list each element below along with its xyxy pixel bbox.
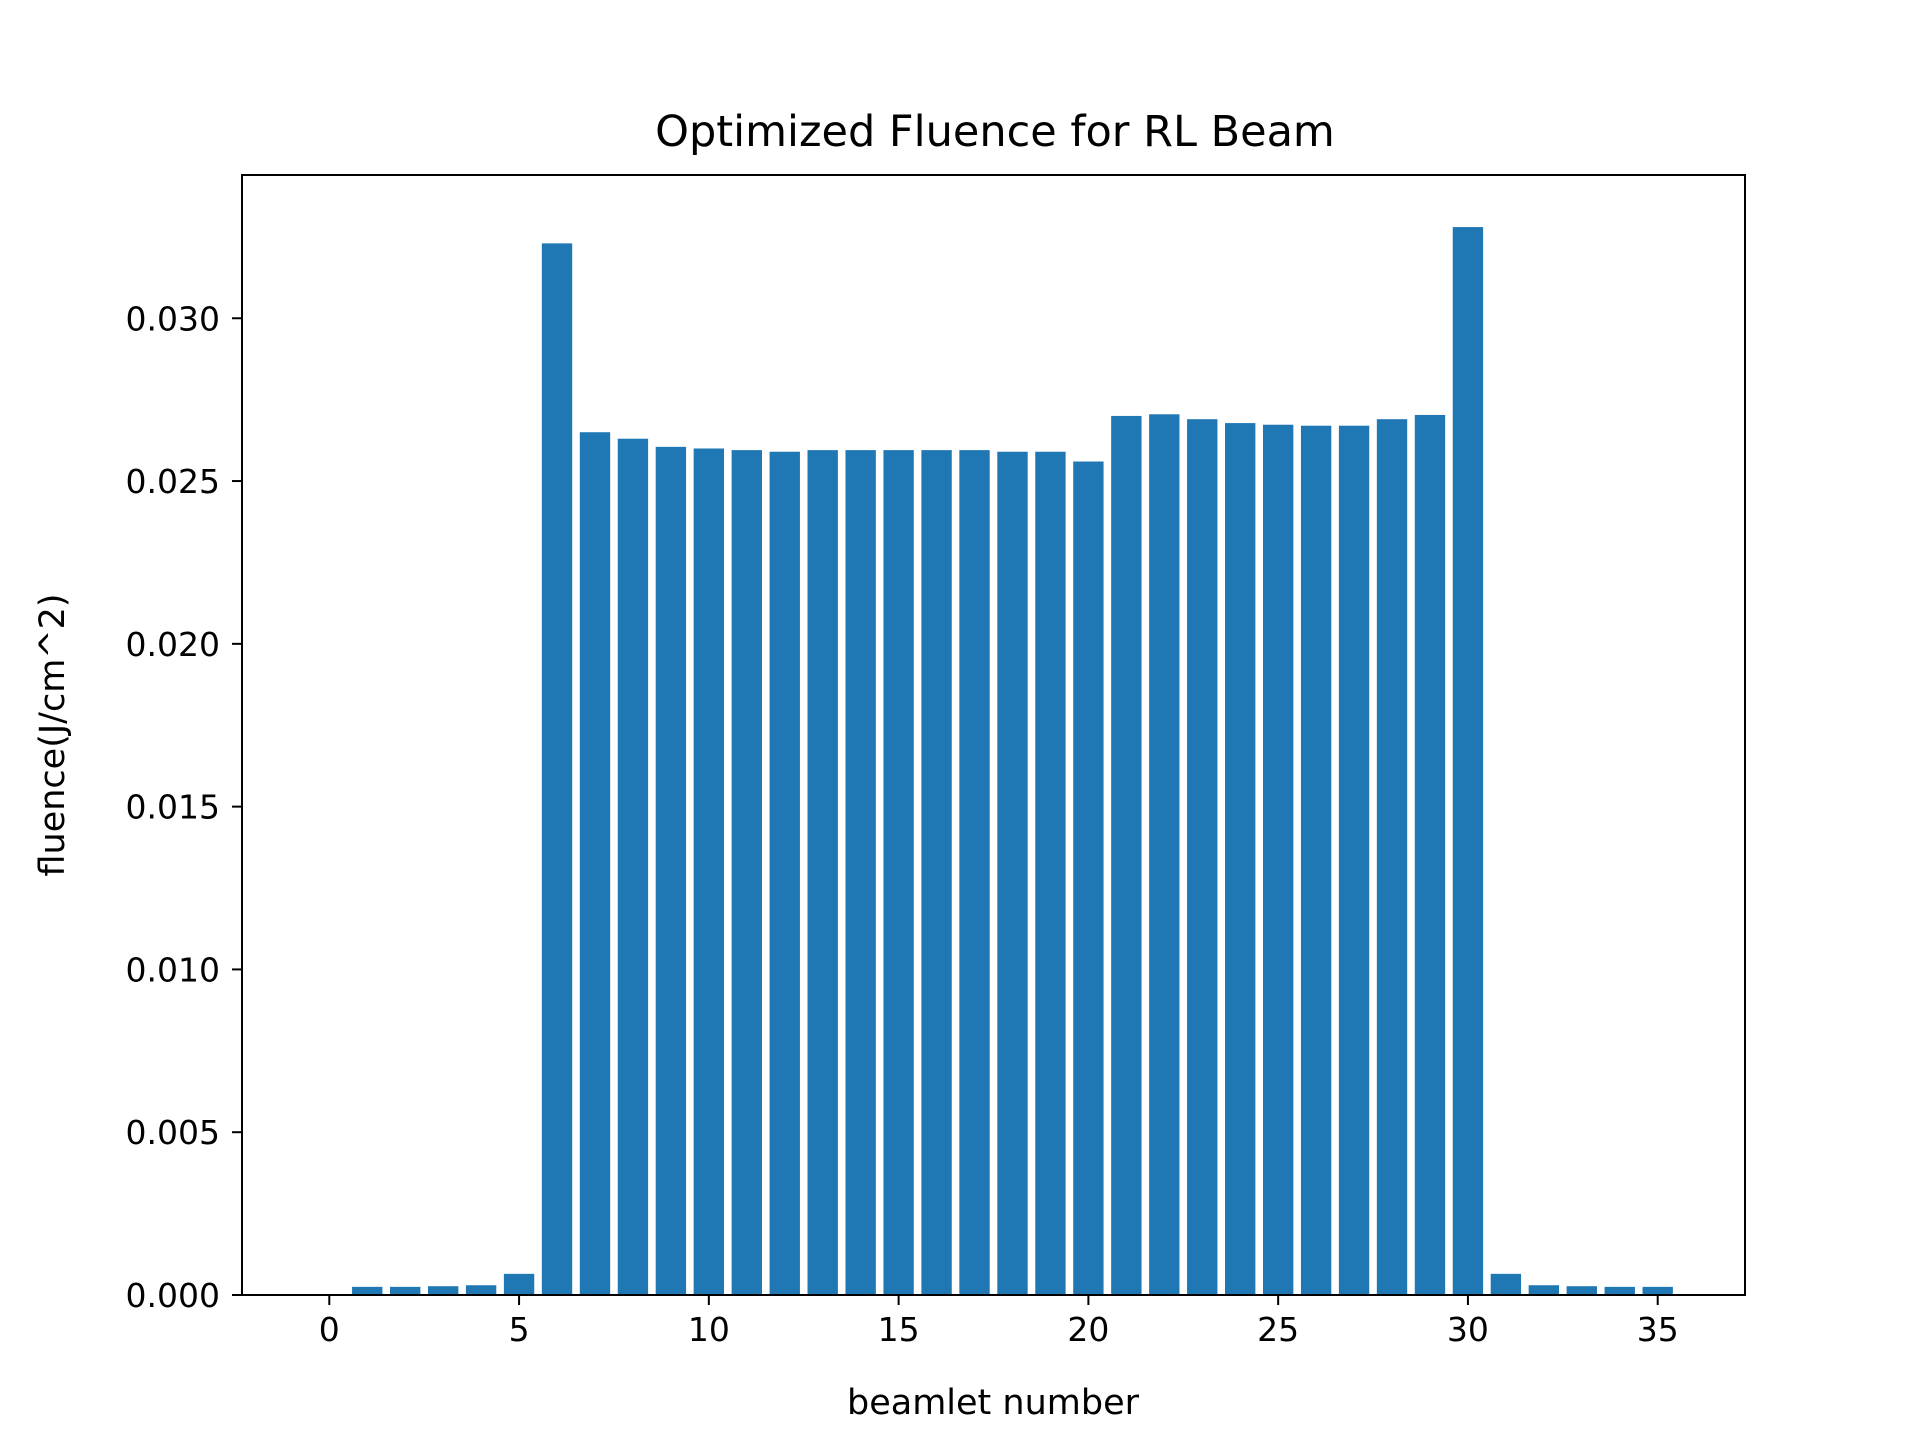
- x-tick-label: 5: [509, 1310, 530, 1349]
- y-axis-ticks: 0.000 0.005 0.010 0.015 0.020 0.025 0.030: [126, 299, 242, 1315]
- bar-33: [1566, 1286, 1597, 1295]
- y-axis-label: fluence(J/cm^2): [33, 593, 73, 876]
- x-tick-label: 25: [1257, 1310, 1299, 1349]
- bar-29: [1414, 414, 1446, 1295]
- bars-group: [352, 227, 1673, 1296]
- y-tick-label: 0.010: [126, 950, 220, 989]
- bar-5: [503, 1273, 535, 1295]
- x-tick-label: 35: [1637, 1310, 1679, 1349]
- bar-9: [655, 446, 687, 1295]
- bar-16: [921, 450, 952, 1295]
- y-tick-label: 0.015: [126, 788, 220, 827]
- bar-1: [352, 1286, 383, 1295]
- bar-15: [883, 450, 914, 1295]
- bar-13: [807, 450, 838, 1295]
- y-tick-label: 0.030: [126, 299, 220, 338]
- bar-17: [959, 450, 990, 1295]
- bar-11: [731, 450, 762, 1295]
- x-axis-label: beamlet number: [847, 1383, 1140, 1423]
- bar-19: [1035, 451, 1066, 1295]
- y-tick-label: 0.000: [126, 1276, 220, 1315]
- bar-12: [769, 451, 800, 1295]
- bar-34: [1604, 1286, 1635, 1295]
- bar-28: [1376, 419, 1408, 1295]
- plot-frame: [241, 174, 1746, 1296]
- bar-18: [997, 451, 1028, 1295]
- bar-2: [390, 1286, 421, 1295]
- bar-23: [1187, 419, 1218, 1295]
- bar-24: [1225, 423, 1256, 1296]
- bar-10: [693, 448, 725, 1295]
- bar-27: [1338, 425, 1370, 1295]
- bar-7: [579, 432, 611, 1296]
- bar-22: [1149, 414, 1180, 1295]
- chart-title: Optimized Fluence for RL Beam: [655, 107, 1335, 157]
- bar-30: [1452, 227, 1484, 1296]
- x-tick-label: 10: [688, 1310, 730, 1349]
- bar-31: [1490, 1273, 1522, 1295]
- x-tick-label: 15: [878, 1310, 920, 1349]
- bar-26: [1300, 425, 1332, 1295]
- bar-14: [845, 450, 876, 1295]
- x-tick-label: 20: [1067, 1310, 1109, 1349]
- bar-20: [1073, 461, 1104, 1295]
- bar-21: [1111, 415, 1142, 1295]
- bar-8: [617, 438, 649, 1296]
- bar-6: [541, 243, 573, 1295]
- y-tick-label: 0.020: [126, 625, 220, 664]
- x-tick-label: 30: [1447, 1310, 1489, 1349]
- bar-3: [427, 1286, 459, 1295]
- bar-35: [1642, 1286, 1673, 1295]
- bar-4: [465, 1285, 497, 1295]
- y-tick-label: 0.005: [126, 1113, 220, 1152]
- y-tick-label: 0.025: [126, 462, 220, 501]
- x-tick-label: 0: [319, 1310, 340, 1349]
- x-axis-ticks: 0 5 10 15 20 25 30 35: [319, 1295, 1679, 1349]
- bar-25: [1262, 424, 1294, 1296]
- bar-32: [1528, 1285, 1560, 1295]
